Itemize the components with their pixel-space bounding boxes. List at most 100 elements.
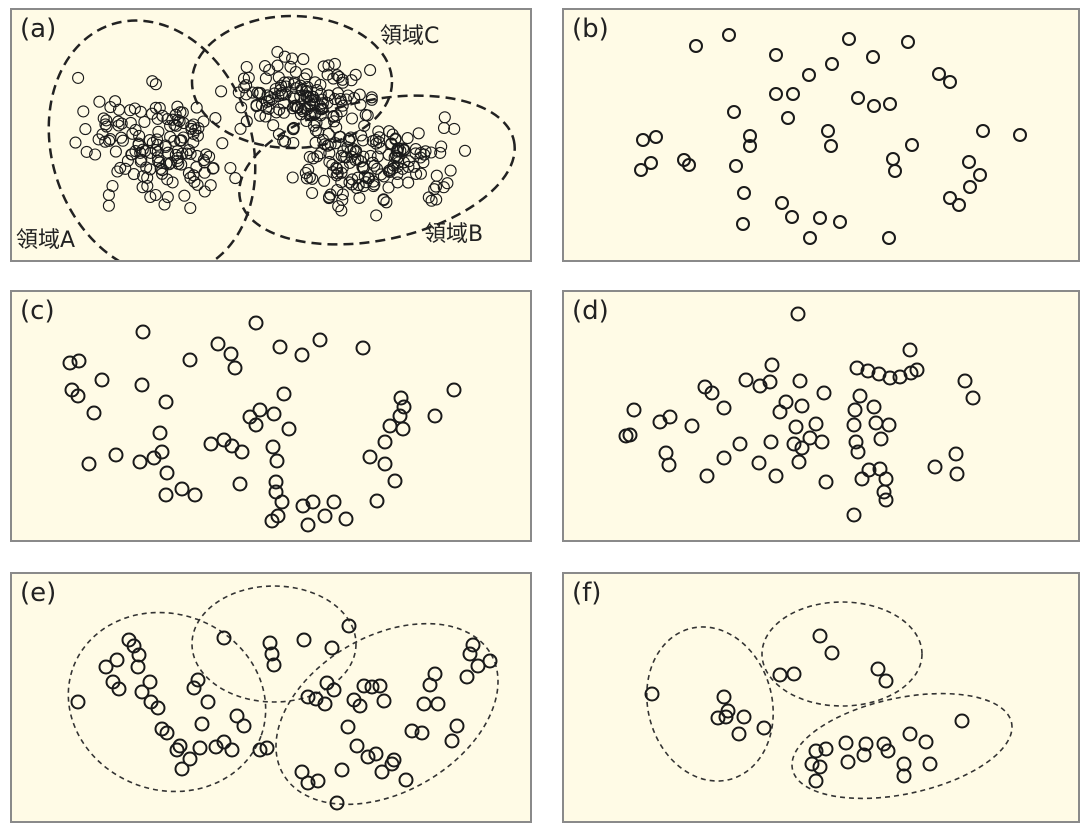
point-marker [115,131,128,144]
point-marker [762,374,778,390]
point-marker [262,635,278,651]
point-marker [94,372,110,388]
point-marker [356,134,370,147]
point-marker [300,91,313,104]
point-marker [317,696,333,712]
point-marker [312,332,328,348]
point-marker [215,85,228,98]
point-marker [824,645,840,661]
point-marker [338,150,351,164]
point-marker [412,127,425,140]
cluster-left-outline [646,626,774,782]
point-marker [856,747,872,763]
point-marker [444,733,460,749]
point-marker [883,97,897,111]
point-marker [335,176,348,189]
point-marker [846,507,862,523]
point-marker [152,125,165,138]
point-marker [364,149,377,162]
point-marker [387,473,403,489]
point-marker [216,137,229,150]
point-marker [324,640,340,656]
point-marker [311,150,324,163]
point-marker [289,65,302,79]
point-marker [331,162,344,175]
points-e [70,618,498,811]
point-marker [352,698,368,714]
point-marker [743,129,757,143]
point-marker [176,106,189,119]
point-marker [132,454,148,470]
point-marker [407,160,421,173]
point-marker [854,471,870,487]
point-marker [114,161,127,174]
point-marker [321,96,334,110]
point-marker [768,468,784,484]
point-marker [191,129,204,142]
point-marker [262,102,275,115]
point-marker [769,87,783,101]
point-marker [364,64,377,77]
point-marker [852,388,868,404]
point-marker [108,447,124,463]
point-marker [328,115,341,128]
point-marker [336,73,349,86]
point-marker [825,57,839,71]
point-marker [235,101,248,114]
point-marker [353,88,366,101]
point-marker [204,179,217,192]
point-marker [93,95,106,108]
point-marker [251,86,264,99]
point-marker [901,35,915,49]
point-marker [365,91,378,104]
point-marker [298,72,311,85]
point-marker [186,680,202,696]
point-marker [272,90,285,103]
point-marker [252,742,268,758]
point-marker [232,476,248,492]
point-marker [314,147,327,160]
point-marker [272,339,288,355]
point-marker [396,399,412,415]
point-marker [886,152,900,166]
point-marker [327,72,340,85]
panel-b-plot [634,28,1027,245]
point-marker [372,678,388,694]
cluster-right-outline [275,622,499,806]
point-marker [430,169,443,182]
point-marker [756,720,772,736]
point-marker [360,749,376,765]
point-marker [341,618,357,634]
points-a [69,45,472,222]
point-marker [326,494,342,510]
point-marker [422,191,435,204]
point-marker [190,161,203,174]
point-marker [286,102,299,115]
point-marker [207,162,220,175]
point-marker [389,133,402,146]
point-marker [182,751,198,767]
point-marker [100,114,113,127]
point-marker [658,445,674,461]
point-marker [792,373,808,389]
point-marker [459,669,475,685]
point-marker [786,87,800,101]
point-marker [267,119,280,132]
point-marker [317,60,330,73]
point-marker [878,673,894,689]
point-marker [867,99,881,113]
point-marker [736,709,752,725]
point-marker [430,696,446,712]
point-marker [775,196,789,210]
point-marker [345,74,358,87]
point-marker [197,115,210,128]
point-marker [237,72,251,85]
point-marker [963,180,977,194]
point-marker [80,145,93,158]
point-marker [134,377,150,393]
point-marker [258,60,272,73]
point-marker [384,756,400,772]
point-marker [909,362,925,378]
point-marker [279,80,293,93]
panel-c-plot [62,315,462,533]
